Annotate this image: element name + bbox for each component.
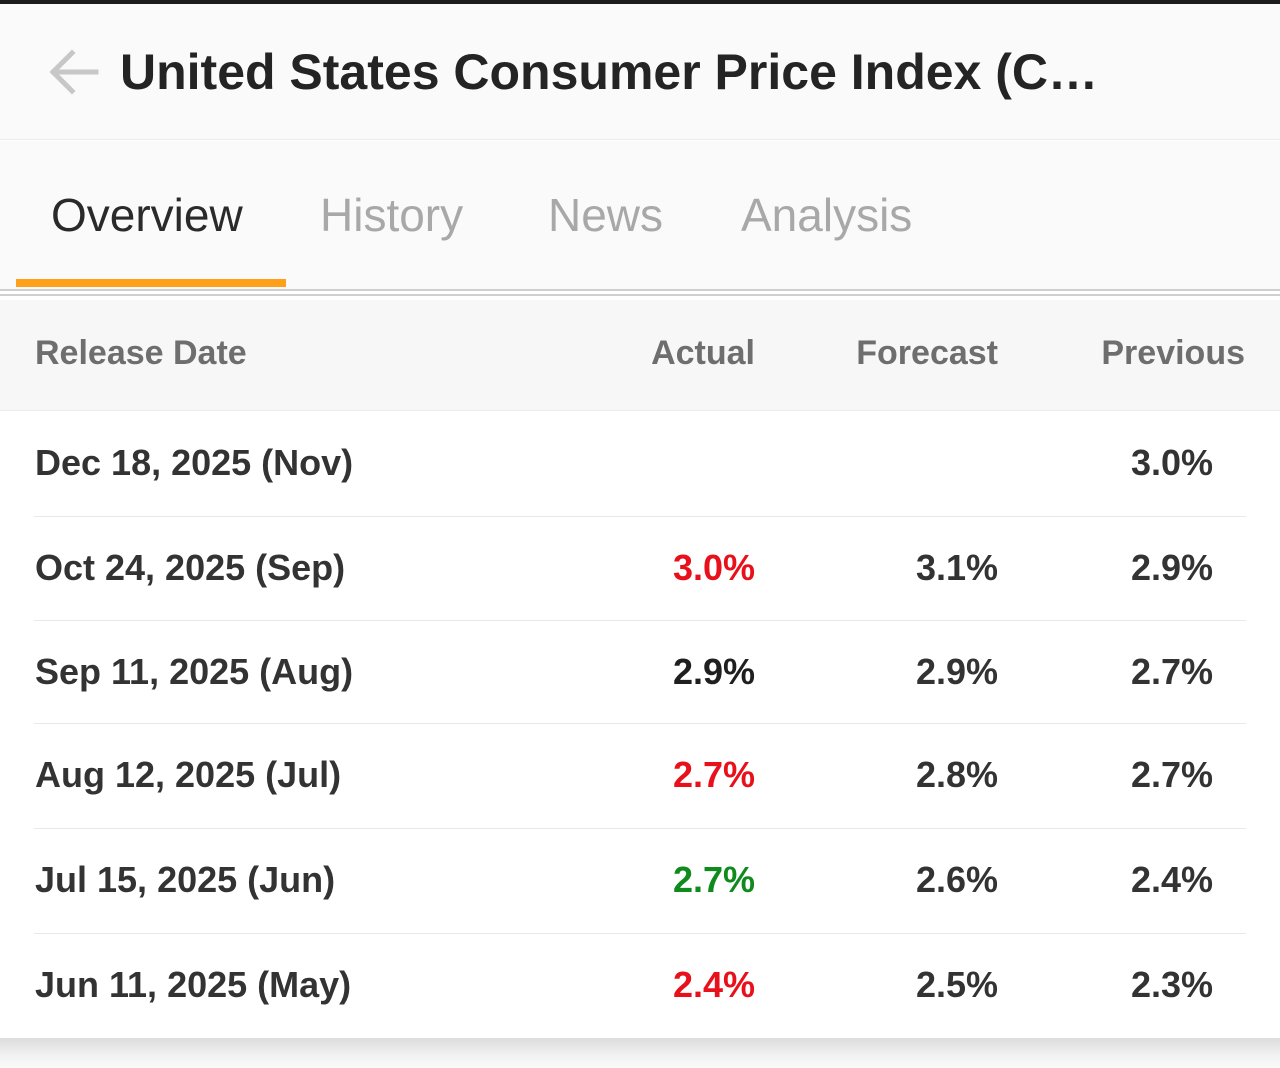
table-row[interactable]: Sep 11, 2025 (Aug) 2.9% 2.9% 2.7% [0,621,1280,725]
row-divider [34,933,1246,934]
forecast-cell: 2.6% [915,859,998,900]
table-row[interactable]: Dec 18, 2025 (Nov) 3.0% [0,412,1280,516]
actual-cell: 2.7% [672,754,755,795]
row-divider [34,516,1246,517]
tabs-divider [0,289,1280,296]
previous-cell: 2.3% [1130,964,1213,1005]
back-button[interactable] [44,42,104,102]
previous-cell: 2.4% [1130,859,1213,900]
previous-cell: 2.9% [1130,547,1213,588]
table-row[interactable]: Aug 12, 2025 (Jul) 2.7% 2.8% 2.7% [0,724,1280,828]
previous-cell: 3.0% [1130,442,1213,483]
table-row[interactable]: Jul 15, 2025 (Jun) 2.7% 2.6% 2.4% [0,829,1280,933]
release-date-cell: Jun 11, 2025 (May) [35,964,352,1005]
previous-cell: 2.7% [1130,754,1213,795]
actual-cell: 2.7% [672,859,755,900]
tab-analysis[interactable]: Analysis [741,189,913,241]
release-date-cell: Oct 24, 2025 (Sep) [35,547,346,588]
previous-cell: 2.7% [1130,651,1213,692]
tab-history[interactable]: History [320,189,464,241]
table-header: Release Date Actual Forecast Previous [0,300,1280,411]
forecast-cell: 3.1% [915,547,998,588]
forecast-cell: 2.5% [915,964,998,1005]
column-header-release-date[interactable]: Release Date [35,334,247,372]
top-edge [0,0,1280,4]
page-title: United States Consumer Price Index (C… [120,44,1099,100]
tab-bar: Overview History News Analysis [0,141,1280,289]
actual-cell: 2.9% [672,651,755,692]
active-tab-indicator [16,279,286,287]
release-date-cell: Jul 15, 2025 (Jun) [35,859,336,900]
table-row[interactable]: Oct 24, 2025 (Sep) 3.0% 3.1% 2.9% [0,517,1280,621]
forecast-cell: 2.9% [915,651,998,692]
actual-cell: 3.0% [672,547,755,588]
tab-news[interactable]: News [548,189,664,241]
actual-cell: 2.4% [672,964,755,1005]
tab-overview[interactable]: Overview [51,189,243,241]
column-header-actual[interactable]: Actual [651,334,755,372]
row-divider [34,723,1246,724]
column-header-previous[interactable]: Previous [1101,334,1245,372]
column-header-forecast[interactable]: Forecast [856,334,998,372]
release-date-cell: Aug 12, 2025 (Jul) [35,754,342,795]
forecast-cell: 2.8% [915,754,998,795]
release-date-cell: Sep 11, 2025 (Aug) [35,651,354,692]
row-divider [34,828,1246,829]
bottom-shadow [0,1038,1280,1068]
app-header: United States Consumer Price Index (C… [0,4,1280,140]
arrow-left-icon [49,49,99,95]
table-row[interactable]: Jun 11, 2025 (May) 2.4% 2.5% 2.3% [0,934,1280,1038]
row-divider [34,620,1246,621]
release-date-cell: Dec 18, 2025 (Nov) [35,442,354,483]
